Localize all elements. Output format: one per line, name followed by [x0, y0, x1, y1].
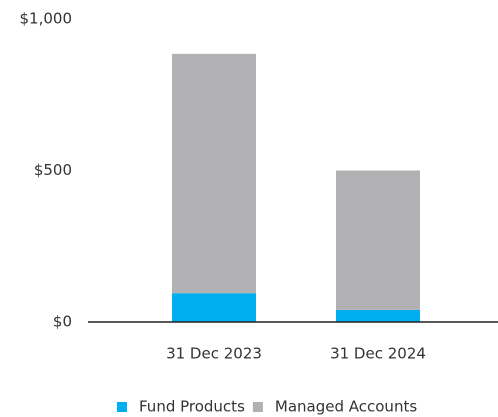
bar-segment	[172, 293, 256, 322]
legend-swatch	[117, 402, 127, 412]
legend-label: Fund Products	[139, 398, 245, 416]
legend-label: Managed Accounts	[275, 398, 417, 416]
x-tick-label: 31 Dec 2023	[166, 345, 262, 363]
bar-segment	[336, 170, 420, 310]
x-tick-label: 31 Dec 2024	[330, 345, 426, 363]
y-tick-label: $500	[34, 161, 72, 179]
bar-segment	[336, 309, 420, 322]
y-tick-label: $1,000	[20, 10, 73, 28]
legend-swatch	[252, 402, 263, 412]
bar-segment	[172, 53, 256, 294]
y-tick-label: $0	[53, 313, 72, 331]
